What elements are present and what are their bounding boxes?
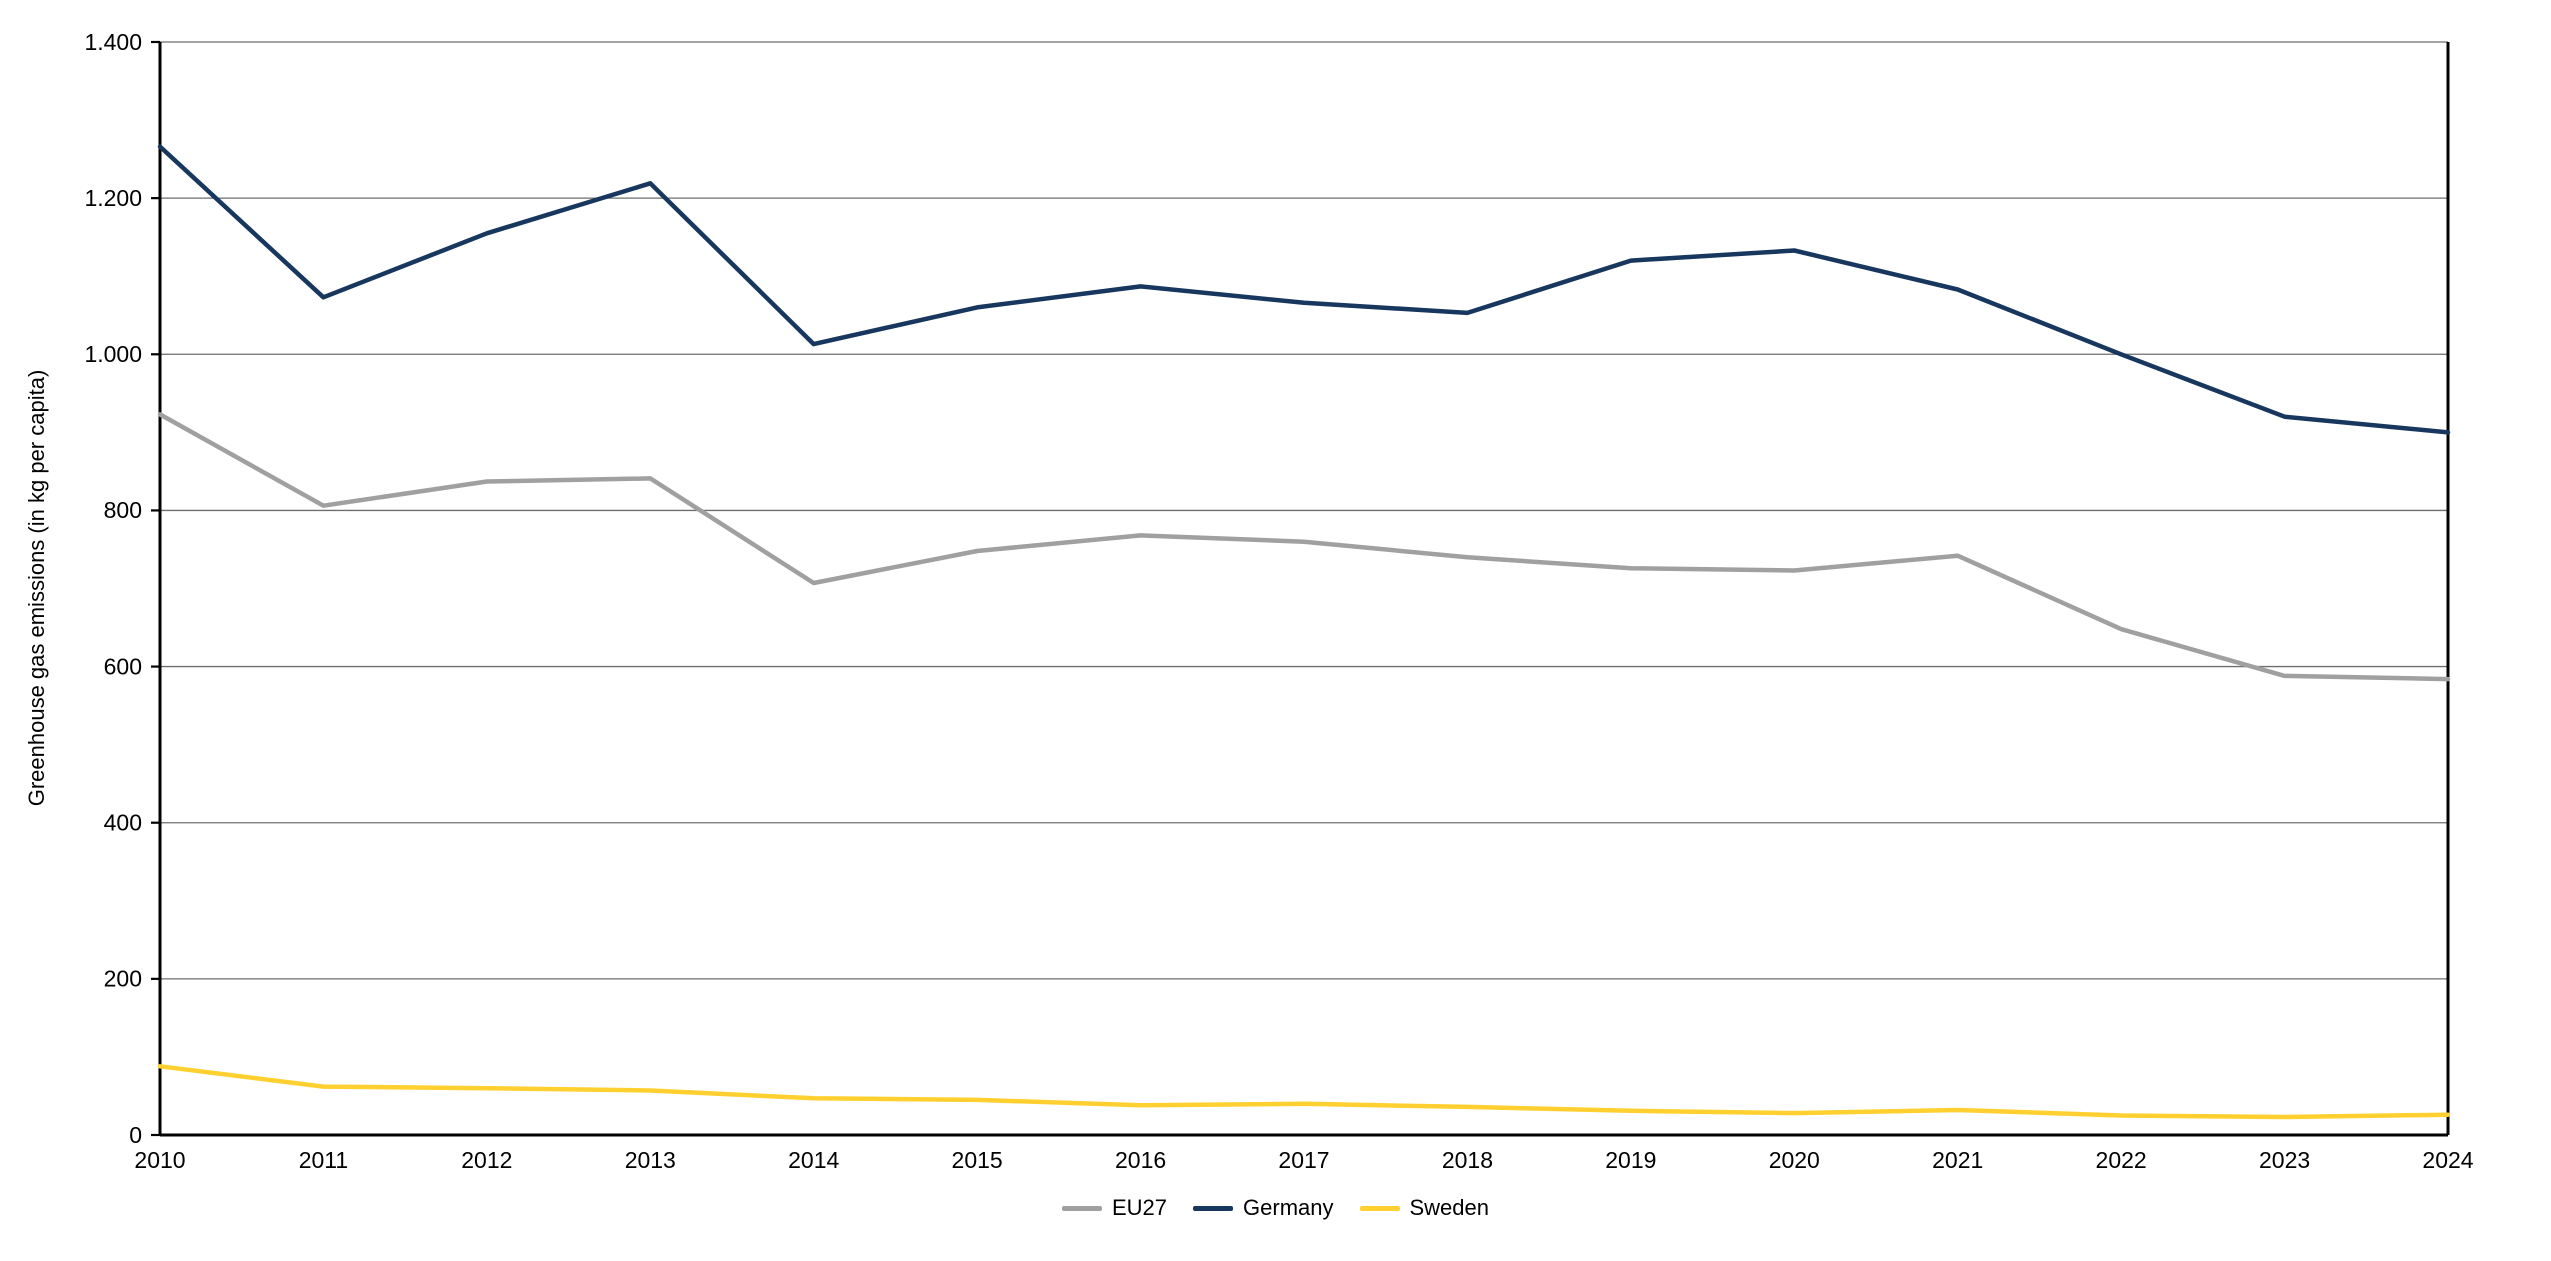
y-tick-label-1400: 1.400 [84,29,142,55]
axis-labels-layer: 0 200 400 600 800 1.000 1.200 1.400 2010 2011 2012… [84,29,2473,1173]
y-tick-label-1000: 1.000 [84,341,142,367]
series-line-germany [157,144,2451,435]
x-tick-label-2024: 2024 [2422,1147,2473,1173]
x-tick-label-2010: 2010 [134,1147,185,1173]
series-line-sweden [157,1064,2451,1120]
x-tick-label-2013: 2013 [625,1147,676,1173]
gridlines-layer [160,41,2448,980]
y-tick-label-600: 600 [104,653,142,679]
y-tick-label-200: 200 [104,966,142,992]
y-axis-title: Greenhouse gas emissions (in kg per capi… [24,370,49,807]
x-tick-label-2017: 2017 [1278,1147,1329,1173]
y-tick-label-400: 400 [104,810,142,836]
x-tick-label-2021: 2021 [1932,1147,1983,1173]
axes-frame-layer [158,42,2450,1137]
y-tick-label-800: 800 [104,497,142,523]
x-tick-label-2014: 2014 [788,1147,839,1173]
axis-ticks-layer [151,40,160,1137]
series-line-eu27 [157,412,2451,682]
x-tick-label-2011: 2011 [299,1147,348,1173]
series-lines-layer [157,144,2451,1120]
x-tick-label-2015: 2015 [952,1147,1003,1173]
x-tick-label-2016: 2016 [1115,1147,1166,1173]
x-tick-label-2023: 2023 [2259,1147,2310,1173]
x-tick-label-2022: 2022 [2096,1147,2147,1173]
y-tick-label-0: 0 [129,1122,142,1148]
y-tick-label-1200: 1.200 [84,185,142,211]
x-tick-label-2012: 2012 [461,1147,512,1173]
x-tick-label-2020: 2020 [1769,1147,1820,1173]
x-tick-label-2018: 2018 [1442,1147,1493,1173]
x-tick-label-2019: 2019 [1605,1147,1656,1173]
